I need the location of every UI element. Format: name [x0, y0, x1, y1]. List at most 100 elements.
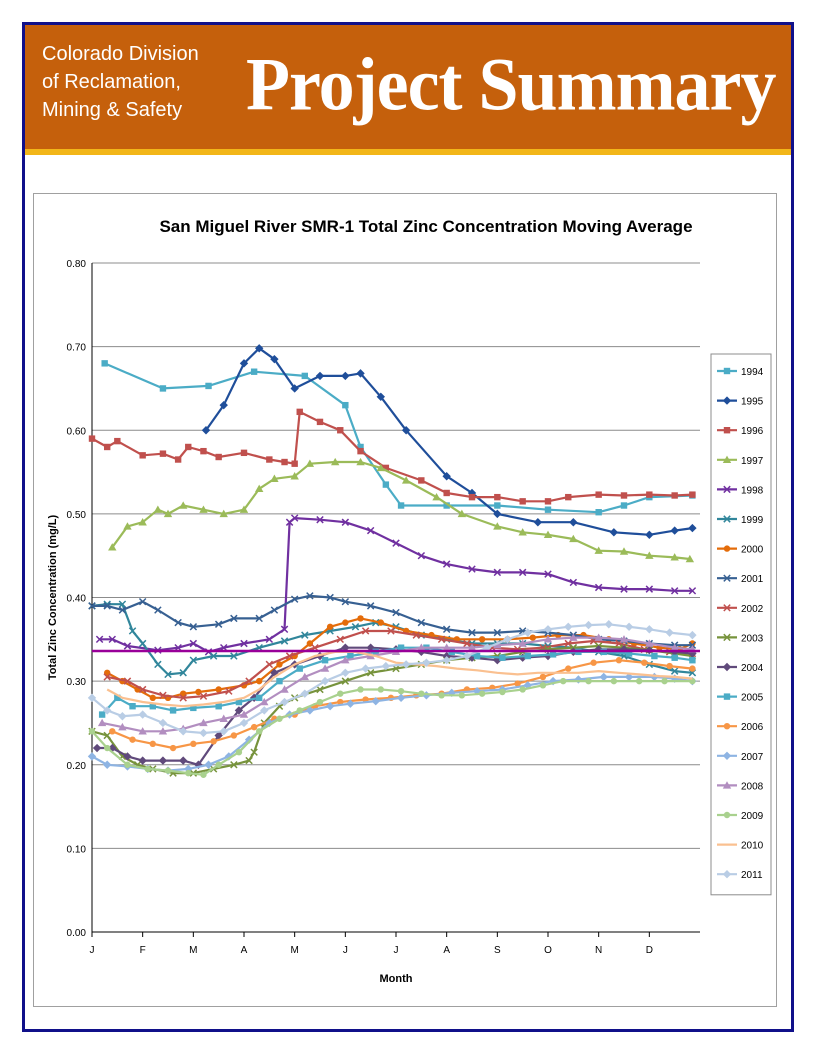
data-point: [215, 453, 222, 461]
legend-swatch-marker: [723, 723, 731, 730]
x-tick-label: J: [343, 945, 348, 956]
data-point: [129, 703, 136, 710]
data-point: [467, 643, 477, 651]
y-tick-label: 0.20: [67, 761, 87, 772]
data-point: [209, 652, 218, 660]
legend-label: 2010: [741, 841, 764, 852]
data-point: [609, 528, 619, 537]
data-point: [645, 639, 654, 647]
data-point: [366, 669, 375, 677]
series-line-1996: [91, 410, 693, 503]
data-point: [661, 677, 668, 685]
data-point: [185, 443, 192, 451]
data-point: [98, 711, 106, 718]
data-point: [260, 706, 269, 715]
x-tick-label: F: [140, 945, 146, 956]
legend-label: 2004: [741, 663, 764, 674]
data-point: [190, 740, 197, 748]
data-point: [468, 628, 476, 637]
data-point: [341, 597, 350, 606]
data-point: [149, 703, 156, 710]
data-point: [397, 644, 405, 651]
x-tick-label: O: [544, 945, 552, 956]
data-point: [296, 408, 303, 416]
y-tick-label: 0.30: [67, 677, 87, 688]
data-point: [239, 710, 249, 718]
legend-label: 2008: [741, 781, 764, 792]
data-point: [245, 677, 253, 685]
data-point: [341, 677, 350, 685]
legend-label: 2000: [741, 545, 764, 556]
x-axis-label: Month: [380, 973, 413, 985]
data-point: [341, 656, 350, 664]
data-point: [341, 668, 350, 677]
data-point: [493, 522, 502, 530]
data-point: [88, 728, 96, 735]
data-point: [341, 371, 350, 381]
data-point: [569, 578, 578, 587]
series-line-2002: [106, 629, 693, 699]
legend-swatch-marker: [722, 781, 732, 789]
data-point: [543, 530, 553, 538]
data-point: [645, 551, 654, 559]
data-point: [219, 727, 228, 736]
data-point: [169, 707, 177, 714]
data-point: [219, 400, 228, 410]
data-point: [331, 457, 340, 466]
data-point: [499, 688, 506, 696]
header-stripe: [25, 149, 791, 155]
data-point: [397, 502, 405, 509]
data-point: [670, 526, 679, 535]
data-point: [169, 744, 177, 752]
data-point: [565, 665, 572, 672]
data-point: [280, 697, 289, 707]
x-tick-label: N: [595, 945, 602, 956]
data-point: [315, 371, 325, 381]
data-point: [533, 518, 543, 527]
series-line-2009: [91, 680, 693, 776]
y-tick-label: 0.10: [67, 844, 87, 855]
data-point: [239, 359, 249, 368]
data-point: [101, 360, 108, 367]
data-point: [590, 659, 597, 666]
data-point: [230, 732, 238, 739]
data-point: [179, 669, 187, 677]
data-point: [357, 443, 364, 451]
legend-swatch-marker: [723, 574, 731, 582]
series-1994: [101, 360, 696, 516]
legend-swatch-marker: [722, 455, 732, 463]
data-point: [235, 749, 243, 756]
legend-label: 1998: [741, 485, 764, 496]
data-point: [665, 628, 674, 637]
x-tick-label: J: [394, 945, 399, 956]
y-tick-label: 0.80: [67, 259, 87, 270]
data-point: [569, 518, 578, 527]
data-point: [301, 372, 308, 380]
data-point: [144, 765, 151, 773]
data-point: [443, 489, 450, 497]
data-point: [174, 618, 182, 627]
data-point: [688, 523, 697, 533]
data-point: [290, 472, 299, 480]
data-point: [418, 690, 425, 697]
data-point: [688, 630, 697, 640]
series-line-2006: [111, 659, 693, 750]
data-point: [619, 547, 629, 555]
data-point: [326, 623, 334, 630]
data-point: [337, 427, 344, 434]
data-point: [381, 661, 391, 671]
data-point: [189, 623, 198, 631]
data-point: [149, 694, 156, 702]
data-point: [301, 631, 309, 639]
data-point: [518, 568, 527, 577]
data-point: [689, 665, 696, 672]
data-point: [250, 748, 258, 756]
data-point: [108, 743, 117, 753]
data-point: [468, 493, 476, 501]
data-point: [473, 652, 481, 660]
data-point: [689, 657, 696, 664]
data-point: [256, 677, 263, 685]
data-point: [574, 675, 583, 684]
legend-swatch-marker: [723, 545, 731, 552]
series-line-2007: [91, 675, 693, 772]
